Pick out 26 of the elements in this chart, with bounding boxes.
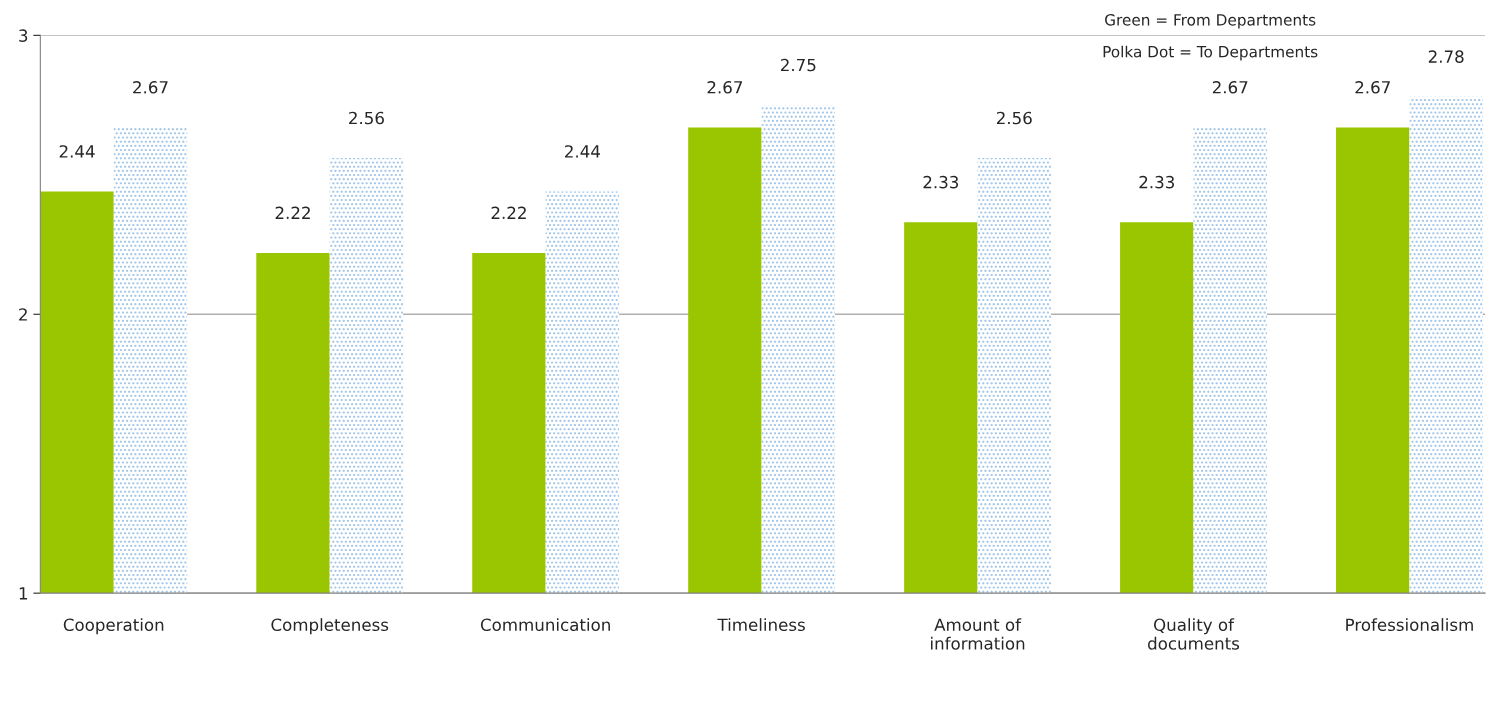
x-tick-label: Timeliness bbox=[717, 618, 805, 632]
data-label: 2.67 bbox=[133, 81, 168, 94]
data-label: 2.22 bbox=[275, 206, 310, 219]
y-tick-label: 1 bbox=[19, 587, 27, 600]
x-tick-label: Communication bbox=[480, 618, 610, 632]
x-tick-label: Amount of information bbox=[931, 618, 1025, 650]
x-tick-label: Completeness bbox=[271, 618, 389, 635]
data-label: 2.56 bbox=[996, 111, 1032, 125]
data-label: 2.67 bbox=[1355, 81, 1390, 94]
y-tick-label: 3 bbox=[19, 29, 28, 42]
x-tick-label: Quality of documents bbox=[1148, 618, 1240, 650]
data-label: 2.67 bbox=[707, 81, 743, 94]
data-label: 2.44 bbox=[59, 145, 95, 158]
annotation: Polka Dot = To Departments bbox=[1103, 45, 1318, 61]
data-label: 2.44 bbox=[565, 145, 600, 158]
data-label: 2.67 bbox=[1212, 81, 1248, 94]
data-label: 2.33 bbox=[1139, 175, 1175, 189]
y-tick-label: 2 bbox=[19, 308, 27, 321]
data-label: 2.56 bbox=[349, 111, 384, 125]
data-label: 2.33 bbox=[923, 175, 959, 189]
data-label: 2.75 bbox=[780, 58, 816, 72]
data-label: 2.22 bbox=[491, 206, 526, 219]
x-tick-label: Cooperation bbox=[63, 618, 164, 635]
text: Green = From Departments bbox=[1105, 14, 1316, 29]
data-label: 2.78 bbox=[1428, 50, 1464, 63]
x-tick-label: Professionalism bbox=[1346, 618, 1473, 632]
